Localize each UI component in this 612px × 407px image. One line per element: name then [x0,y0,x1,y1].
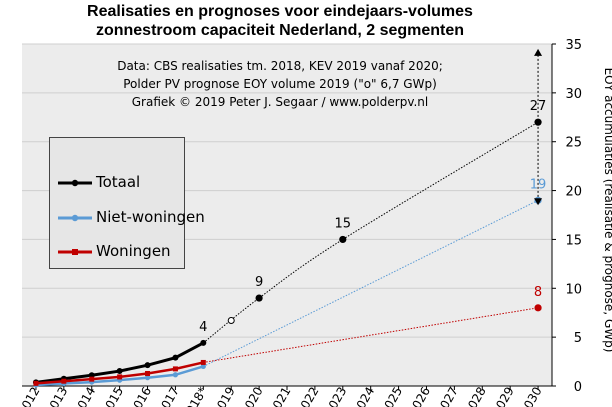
data-point-woningen [200,359,206,365]
x-tick-label: 2015 [99,385,126,407]
data-point-woningen [89,376,95,382]
range-arrow-head-down [534,198,543,206]
x-tick-label: 2028 [461,385,488,407]
data-point-woningen [117,374,123,380]
x-tick-label: 2018* [180,385,210,407]
legend-label-woningen: Woningen [96,242,171,260]
credit-line-2: Polder PV prognose EOY volume 2019 ("o" … [123,77,437,91]
kev-point-totaal [534,118,542,126]
legend-label-totaal: Totaal [96,173,141,191]
data-label: 27 [530,99,547,114]
x-tick-label: 2012 [15,385,42,407]
data-point-totaal [172,354,179,361]
x-tick-label: 2020 [238,385,265,407]
x-tick-label: 2017 [155,385,182,407]
y-tick-label: 15 [565,233,582,248]
legend-marker-totaal [58,179,92,187]
data-label: 4 [199,320,207,335]
x-tick-label: 2026 [406,385,433,407]
data-point-totaal [200,339,207,346]
x-tick-label: 2029 [489,385,516,407]
data-point-woningen [61,378,67,384]
data-point-niet-woningen [144,375,151,381]
x-tick-label: 2021 [266,385,293,407]
y-tick-label: 0 [574,380,582,395]
x-tick-label: 2016 [127,385,154,407]
y-tick-label: 5 [574,331,582,346]
data-point-woningen [172,366,178,372]
y-tick-label: 25 [565,136,582,151]
y-tick-label: 35 [565,38,582,53]
data-label: 8 [534,285,542,300]
prognose-line-totaal [203,121,539,344]
range-arrow-head-up [534,48,543,56]
kev-point-woningen [534,304,542,312]
legend-marker-niet-woningen [58,214,92,222]
x-tick-label: 2014 [71,385,98,407]
data-point-woningen [33,380,39,386]
credit-line-3: Grafiek © 2019 Peter J. Segaar / www.pol… [131,95,429,109]
kev-point-totaal [339,235,347,244]
legend-marker-woningen [58,249,92,255]
chart-title-line1: Realisaties en prognoses voor eindejaars… [87,3,473,20]
chart-title-line2: zonnestroom capaciteit Nederland, 2 segm… [95,22,465,39]
data-point-woningen [145,370,151,376]
prognose-point-2019 [227,317,235,325]
legend-label-niet-woningen: Niet-woningen [96,208,205,226]
data-label: 15 [335,216,352,231]
x-tick-label: 2025 [378,385,405,407]
data-label: 9 [255,275,263,290]
x-tick-label: 2022 [294,385,321,407]
y-tick-label: 10 [565,282,582,297]
x-tick-label: 2023 [322,385,349,407]
prognose-line-woningen [203,307,539,363]
x-tick-label: 2024 [350,385,377,407]
y-axis-title: EOY accumulaties (realisatie & prognose,… [602,67,612,353]
x-tick-label: 2030 [517,385,544,407]
chart-legend: Totaal Niet-woningen Woningen [49,137,205,269]
data-point-niet-woningen [172,372,179,378]
data-point-niet-woningen [200,363,206,370]
y-tick-label: 30 [565,87,582,102]
x-tick-label: 2019 [210,385,237,407]
y-tick-label: 20 [565,185,582,200]
data-point-totaal [144,362,151,369]
kev-point-totaal [255,294,263,302]
data-label: 19 [530,177,547,192]
prognose-line-niet-woningen [203,199,539,367]
data-point-totaal [116,368,123,375]
x-tick-label: 2013 [43,385,70,407]
credit-line-1: Data: CBS realisaties tm. 2018, KEV 2019… [117,59,443,73]
x-tick-label: 2027 [434,385,461,407]
